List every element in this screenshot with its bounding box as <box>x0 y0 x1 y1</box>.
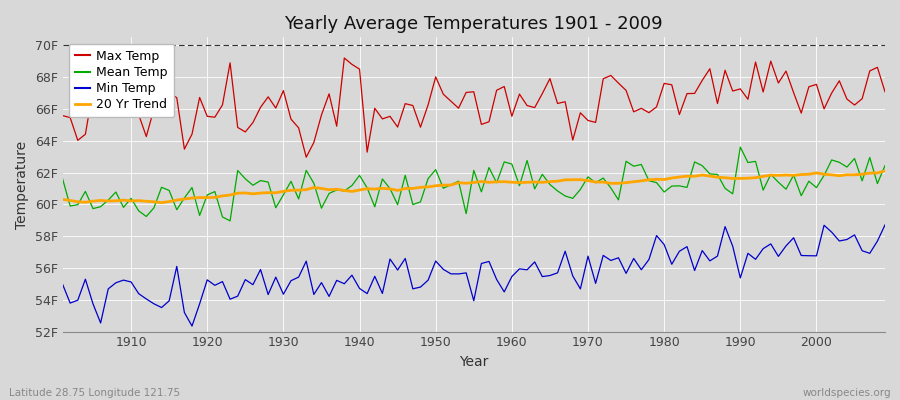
Text: Latitude 28.75 Longitude 121.75: Latitude 28.75 Longitude 121.75 <box>9 388 180 398</box>
Title: Yearly Average Temperatures 1901 - 2009: Yearly Average Temperatures 1901 - 2009 <box>284 15 663 33</box>
Legend: Max Temp, Mean Temp, Min Temp, 20 Yr Trend: Max Temp, Mean Temp, Min Temp, 20 Yr Tre… <box>68 44 174 118</box>
Text: worldspecies.org: worldspecies.org <box>803 388 891 398</box>
Y-axis label: Temperature: Temperature <box>15 140 29 228</box>
X-axis label: Year: Year <box>459 355 489 369</box>
